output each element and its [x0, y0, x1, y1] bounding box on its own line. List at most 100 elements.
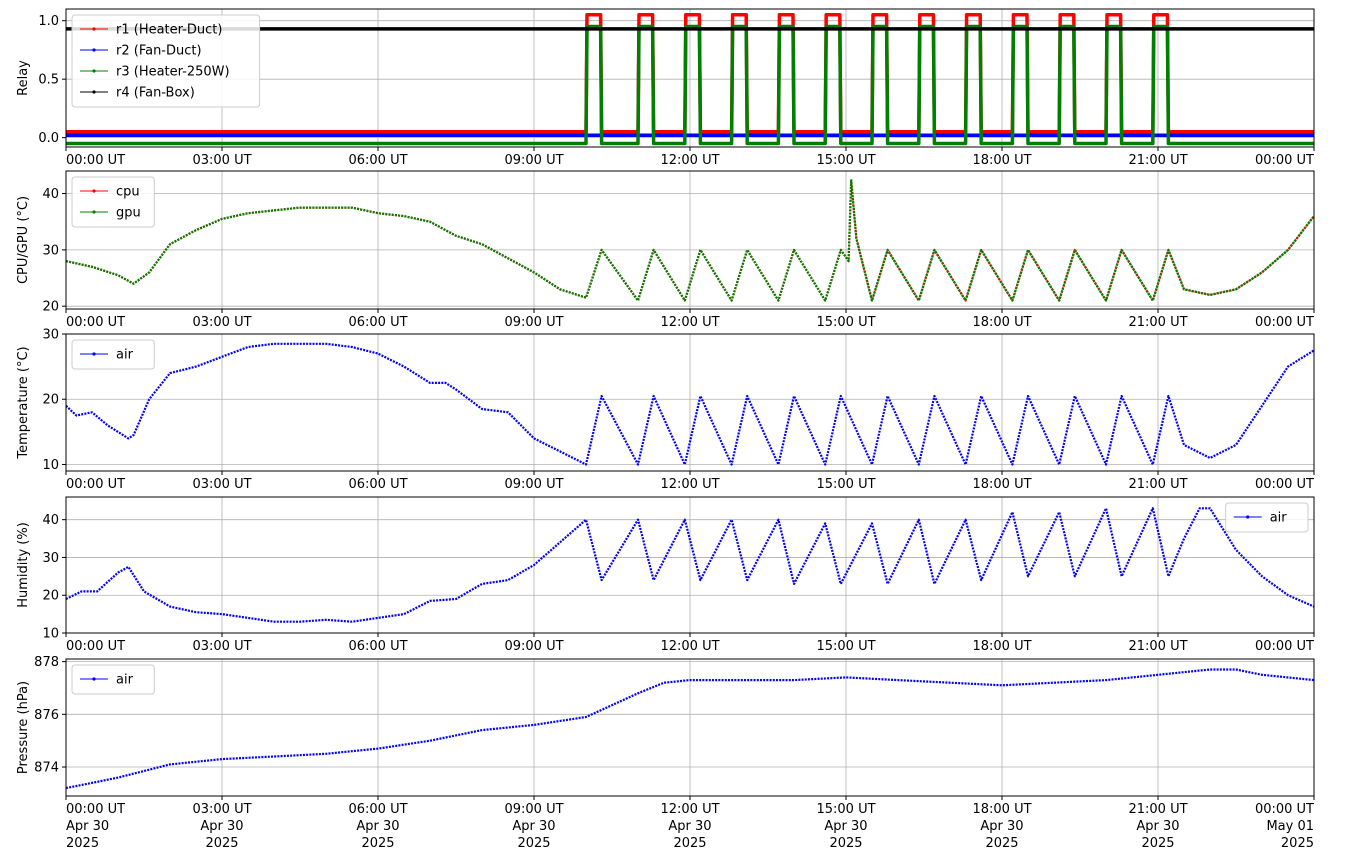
x-year-label: 2025 [361, 836, 394, 851]
x-date-label: Apr 30 [1136, 819, 1179, 834]
x-tick-label: 09:00 UT [504, 315, 563, 330]
x-year-label: 2025 [517, 836, 550, 851]
x-tick-label: 18:00 UT [972, 153, 1031, 168]
x-tick-label: 03:00 UT [192, 639, 251, 654]
x-tick-label: 00:00 UT [1255, 802, 1314, 817]
panel-1: 00:00 UT 03:00 UT 06:00 UT 09:00 UT 12:00 UT… [16, 8, 1315, 168]
legend-marker [92, 90, 96, 94]
y-axis-label: Humidity (%) [16, 522, 31, 608]
x-date-label: Apr 30 [668, 819, 711, 834]
y-tick-label: 874 [34, 761, 59, 776]
x-date-label: Apr 30 [512, 819, 555, 834]
x-tick-label: 00:00 UT [66, 639, 125, 654]
x-tick-label: 00:00 UT [66, 802, 125, 817]
x-tick-label: 21:00 UT [1128, 153, 1187, 168]
x-tick-label: 09:00 UT [504, 802, 563, 817]
y-tick-label: 1.0 [38, 14, 59, 29]
y-tick-label: 30 [42, 243, 59, 258]
x-year-label: 2025 [66, 836, 99, 851]
legend-entry: cpu [116, 185, 140, 200]
x-date-label: Apr 30 [66, 819, 109, 834]
series-line-air [66, 342, 1314, 466]
x-year-label: 2025 [985, 836, 1018, 851]
x-tick-label: 09:00 UT [504, 639, 563, 654]
legend-box [71, 14, 261, 108]
legend-marker [92, 677, 96, 681]
y-tick-label: 0.0 [38, 131, 59, 146]
x-tick-label: 21:00 UT [1128, 477, 1187, 492]
x-tick-label: 00:00 UT [1255, 639, 1314, 654]
y-tick-label: 30 [42, 551, 59, 566]
y-axis-label: Temperature (°C) [16, 346, 31, 459]
legend-entry: r1 (Heater-Duct) [116, 23, 222, 38]
plot-area [66, 178, 1314, 302]
x-year-label: 2025 [673, 836, 706, 851]
x-date-label: Apr 30 [980, 819, 1023, 834]
x-date-label: Apr 30 [824, 819, 867, 834]
y-tick-label: 20 [42, 589, 59, 604]
legend-entry: r4 (Fan-Box) [116, 86, 195, 101]
x-tick-label: 09:00 UT [504, 153, 563, 168]
legend: air [1225, 502, 1309, 533]
legend-marker [1246, 515, 1250, 519]
legend-entry: air [1270, 511, 1288, 526]
x-tick-label: 06:00 UT [348, 477, 407, 492]
x-tick-label: 15:00 UT [816, 153, 875, 168]
series-line-r3-heater-250w- [66, 24, 1314, 146]
x-tick-label: 12:00 UT [660, 802, 719, 817]
x-tick-label: 00:00 UT [66, 153, 125, 168]
x-tick-label: 03:00 UT [192, 153, 251, 168]
series-line-air [66, 507, 1314, 623]
x-tick-label: 06:00 UT [348, 315, 407, 330]
x-year-label: 2025 [205, 836, 238, 851]
x-tick-label: 09:00 UT [504, 477, 563, 492]
legend: cpu gpu [71, 176, 155, 228]
x-tick-label: 18:00 UT [972, 477, 1031, 492]
x-tick-label: 12:00 UT [660, 315, 719, 330]
legend-entry: r3 (Heater-250W) [116, 65, 230, 80]
y-tick-label: 876 [34, 708, 59, 723]
x-tick-label: 15:00 UT [816, 639, 875, 654]
x-tick-label: 03:00 UT [192, 315, 251, 330]
x-year-label: 2025 [1141, 836, 1174, 851]
series-line-air [66, 668, 1314, 790]
x-year-label: 2025 [1281, 836, 1314, 851]
x-tick-label: 03:00 UT [192, 477, 251, 492]
y-tick-label: 878 [34, 655, 59, 670]
x-tick-label: 00:00 UT [1255, 477, 1314, 492]
legend-marker [92, 352, 96, 356]
x-tick-label: 15:00 UT [816, 802, 875, 817]
x-tick-label: 03:00 UT [192, 802, 251, 817]
x-year-label: 2025 [829, 836, 862, 851]
y-tick-label: 10 [42, 627, 59, 642]
panel-3: 00:00 UT 03:00 UT 06:00 UT 09:00 UT 12:00 UT… [16, 328, 1315, 492]
x-tick-label: 21:00 UT [1128, 315, 1187, 330]
y-tick-label: 30 [42, 328, 59, 343]
series-line-gpu [66, 178, 1314, 302]
panel-4: 00:00 UT 03:00 UT 06:00 UT 09:00 UT 12:00 UT… [16, 496, 1315, 654]
x-tick-label: 12:00 UT [660, 639, 719, 654]
x-tick-label: 21:00 UT [1128, 639, 1187, 654]
legend-entry: gpu [116, 206, 141, 221]
series-line-r1-heater-duct- [66, 13, 1314, 134]
legend-entry: air [116, 348, 134, 363]
legend-box [1225, 502, 1309, 533]
x-tick-label: 15:00 UT [816, 477, 875, 492]
y-tick-label: 10 [42, 458, 59, 473]
plot-area [66, 668, 1314, 790]
legend-box [71, 176, 155, 228]
legend-marker [92, 48, 96, 52]
y-axis-label: Pressure (hPa) [16, 681, 31, 774]
x-tick-label: 00:00 UT [1255, 153, 1314, 168]
y-tick-label: 20 [42, 300, 59, 315]
y-tick-label: 0.5 [38, 73, 59, 88]
x-date-label: Apr 30 [356, 819, 399, 834]
legend-marker [92, 69, 96, 73]
plot-area [66, 342, 1314, 466]
legend-marker [92, 189, 96, 193]
plot-area [66, 507, 1314, 623]
x-tick-label: 12:00 UT [660, 477, 719, 492]
plot-area [66, 13, 1314, 146]
x-tick-label: 06:00 UT [348, 639, 407, 654]
